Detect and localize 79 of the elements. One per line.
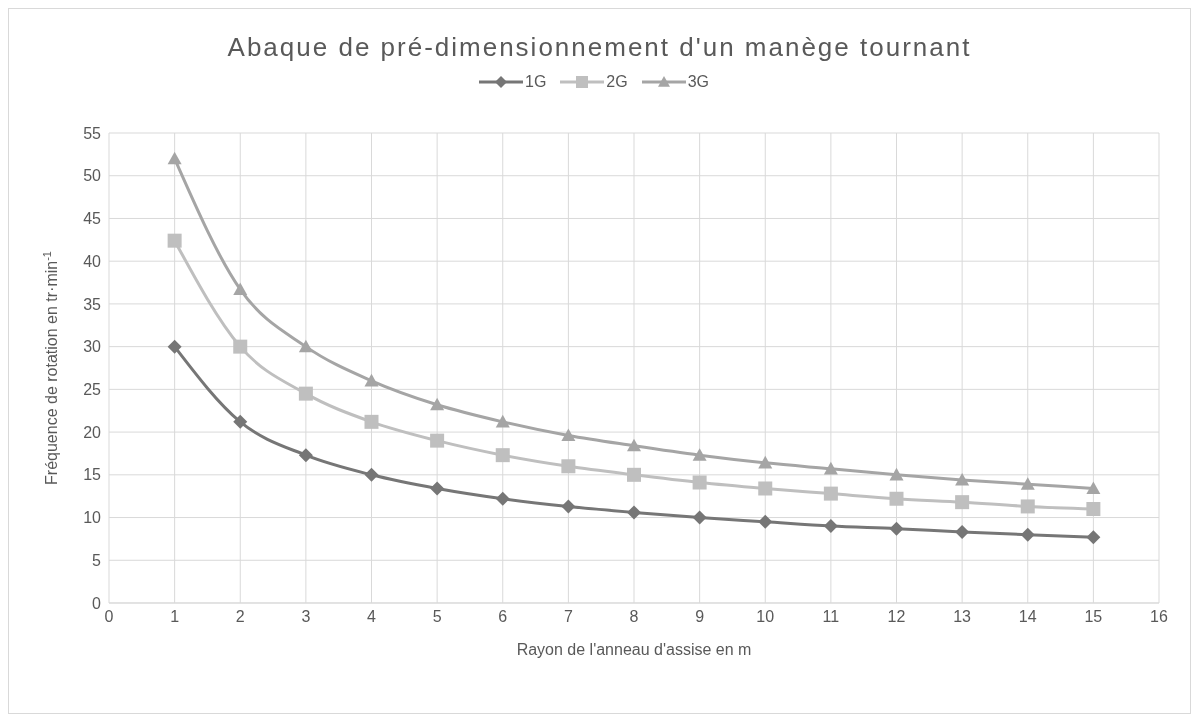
point (758, 481, 773, 496)
point (1086, 481, 1101, 495)
point (692, 510, 707, 525)
point (364, 414, 379, 429)
point (167, 339, 182, 354)
y-tick-label: 45 (83, 210, 102, 228)
point (233, 339, 248, 354)
point (627, 438, 641, 452)
point (692, 448, 707, 461)
point (692, 475, 707, 490)
y-tick-label: 25 (83, 381, 102, 399)
point (823, 461, 838, 475)
point (627, 467, 641, 482)
point (889, 491, 904, 506)
x-tick-label: 0 (104, 608, 114, 626)
point (364, 467, 379, 482)
point (298, 448, 313, 463)
point (298, 339, 313, 353)
x-tick-label: 5 (432, 608, 442, 626)
y-tick-label: 55 (83, 124, 102, 142)
x-tick-label: 12 (887, 608, 906, 626)
x-tick-label: 2 (235, 608, 245, 626)
x-tick-label: 9 (695, 608, 705, 626)
chart-title: Abaque de pré-dimensionnement d'un manège tournant (226, 31, 973, 63)
x-tick-label: 11 (822, 608, 840, 626)
legend-label: 1G (524, 73, 547, 91)
x-tick-label: 15 (1084, 608, 1103, 626)
point (430, 397, 445, 411)
y-tick-label: 20 (83, 423, 102, 441)
point (561, 499, 576, 514)
point (430, 433, 445, 448)
point (364, 373, 379, 387)
point (233, 414, 248, 429)
point (495, 414, 510, 428)
point (167, 233, 182, 248)
x-tick-label: 16 (1150, 608, 1168, 626)
x-tick-label: 8 (629, 608, 639, 626)
y-tick-label: 30 (83, 338, 102, 356)
y-tick-label: 40 (83, 252, 102, 270)
legend-label: 2G (605, 73, 628, 91)
x-tick-label: 14 (1018, 608, 1037, 626)
point (1020, 527, 1035, 542)
point (1086, 502, 1101, 516)
legend-label: 3G (686, 73, 710, 91)
point (167, 151, 182, 165)
x-tick-label: 3 (301, 608, 311, 626)
point (955, 525, 970, 540)
point (495, 448, 510, 463)
point (955, 495, 970, 510)
point (889, 521, 904, 536)
x-tick-label: 7 (563, 608, 573, 626)
point (495, 491, 510, 506)
point (889, 467, 904, 481)
point (430, 481, 445, 496)
y-tick-label: 50 (83, 167, 102, 185)
x-tick-label: 4 (367, 608, 377, 626)
point (627, 505, 641, 520)
x-tick-label: 10 (756, 608, 775, 626)
point (1020, 499, 1035, 514)
point (561, 459, 576, 474)
point (955, 472, 970, 486)
point (1020, 477, 1035, 490)
point (823, 486, 838, 501)
x-axis-title: Rayon de l'anneau d'assise en m (516, 641, 752, 658)
x-tick-label: 6 (498, 608, 508, 626)
x-tick-label: 13 (953, 608, 972, 626)
y-tick-label: 10 (83, 509, 102, 527)
point (561, 428, 576, 442)
y-tick-label: 35 (83, 295, 102, 313)
point (1086, 530, 1101, 545)
point (758, 514, 773, 529)
y-tick-label: 5 (92, 551, 102, 569)
point (298, 386, 313, 401)
point (758, 455, 773, 469)
x-tick-label: 1 (170, 608, 180, 626)
point (823, 519, 838, 534)
y-tick-label: 15 (83, 466, 102, 484)
y-tick-label: 0 (92, 594, 102, 612)
point (233, 282, 248, 295)
